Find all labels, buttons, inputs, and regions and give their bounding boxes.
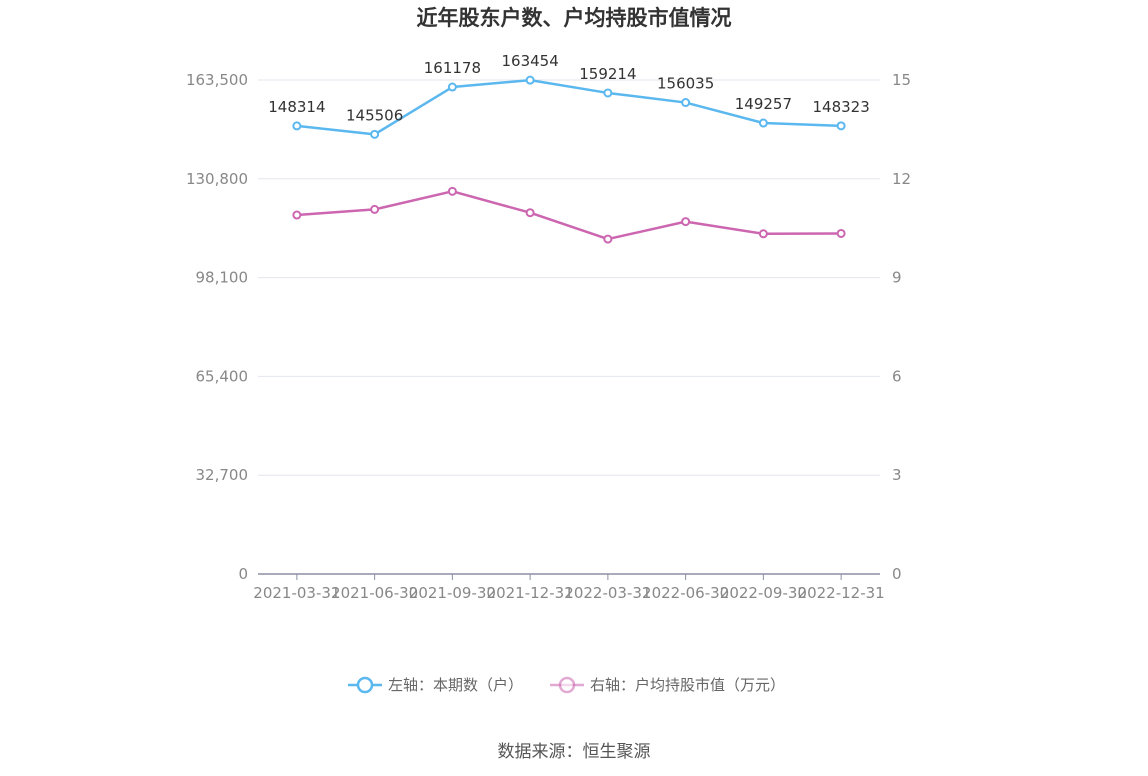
right-tick-label: 3 (892, 466, 902, 484)
data-point (292, 121, 302, 131)
data-point (603, 88, 613, 98)
x-tick-label: 2022-06-30 (642, 584, 729, 602)
data-point (758, 118, 768, 128)
data-point (447, 82, 457, 92)
chart-title: 近年股东户数、户均持股市值情况 (417, 6, 732, 30)
right-tick-label: 0 (892, 565, 902, 583)
series-layer: 148314 145506 161178 163454 159214 156035 1492… (268, 52, 870, 244)
legend-label: 右轴：户均持股市值（万元） (590, 676, 785, 694)
x-tick-label: 2021-09-30 (409, 584, 496, 602)
series-line-2 (296, 190, 842, 241)
data-label: 148314 (268, 98, 325, 116)
left-tick-label: 130,800 (186, 170, 248, 188)
data-point (603, 234, 613, 244)
grid (258, 79, 880, 476)
data-point (681, 217, 691, 227)
x-tick-label: 2022-03-31 (564, 584, 651, 602)
right-tick-label: 6 (892, 367, 902, 385)
x-tick-label: 2022-12-31 (798, 584, 885, 602)
data-label: 161178 (424, 59, 481, 77)
data-point (681, 98, 691, 108)
legend-marker (558, 676, 576, 694)
data-label: 163454 (501, 52, 558, 70)
data-label: 156035 (657, 75, 714, 93)
x-axis: 2021-03-312021-06-302021-09-302021-12-31… (253, 573, 885, 602)
legend-marker (356, 676, 374, 694)
right-tick-label: 12 (892, 170, 911, 188)
right-tick-label: 9 (892, 269, 902, 287)
left-tick-label: 98,100 (196, 269, 249, 287)
data-label: 145506 (346, 106, 403, 124)
left-tick-label: 0 (238, 565, 248, 583)
left-tick-label: 65,400 (196, 367, 249, 385)
left-tick-label: 163,500 (186, 71, 248, 89)
data-point (525, 208, 535, 218)
data-point (836, 121, 846, 131)
x-tick-label: 2021-06-30 (331, 584, 418, 602)
data-label: 149257 (735, 95, 792, 113)
legend: 左轴：本期数（户） 右轴：户均持股市值（万元） (348, 676, 785, 694)
data-label: 148323 (812, 98, 869, 116)
data-point (836, 228, 846, 238)
x-tick-label: 2022-09-30 (720, 584, 807, 602)
data-point (370, 204, 380, 214)
data-point (292, 210, 302, 220)
data-point (447, 186, 457, 196)
left-tick-label: 32,700 (196, 466, 249, 484)
right-axis: 0 3 6 9 12 15 (892, 71, 911, 583)
left-axis: 0 32,700 65,400 98,100 130,800 163,500 (186, 71, 248, 583)
x-tick-label: 2021-03-31 (253, 584, 340, 602)
right-tick-label: 15 (892, 71, 911, 89)
x-tick-label: 2021-12-31 (487, 584, 574, 602)
data-label: 159214 (579, 65, 636, 83)
source-note: 数据来源：恒生聚源 (498, 742, 651, 762)
legend-label: 左轴：本期数（户） (388, 676, 523, 694)
data-point (370, 129, 380, 139)
data-point (758, 229, 768, 239)
data-point (525, 75, 535, 85)
series-line-1 (296, 78, 842, 136)
